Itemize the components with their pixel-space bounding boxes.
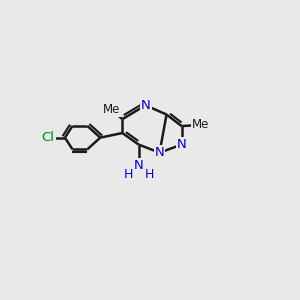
Text: N: N [141,99,151,112]
Text: N: N [177,138,187,151]
Text: H: H [144,168,154,181]
Text: H: H [124,168,133,181]
Text: N: N [155,146,164,159]
Text: N: N [134,159,143,172]
Text: Cl: Cl [41,131,55,144]
Text: Me: Me [103,103,121,116]
Text: Me: Me [192,118,209,131]
